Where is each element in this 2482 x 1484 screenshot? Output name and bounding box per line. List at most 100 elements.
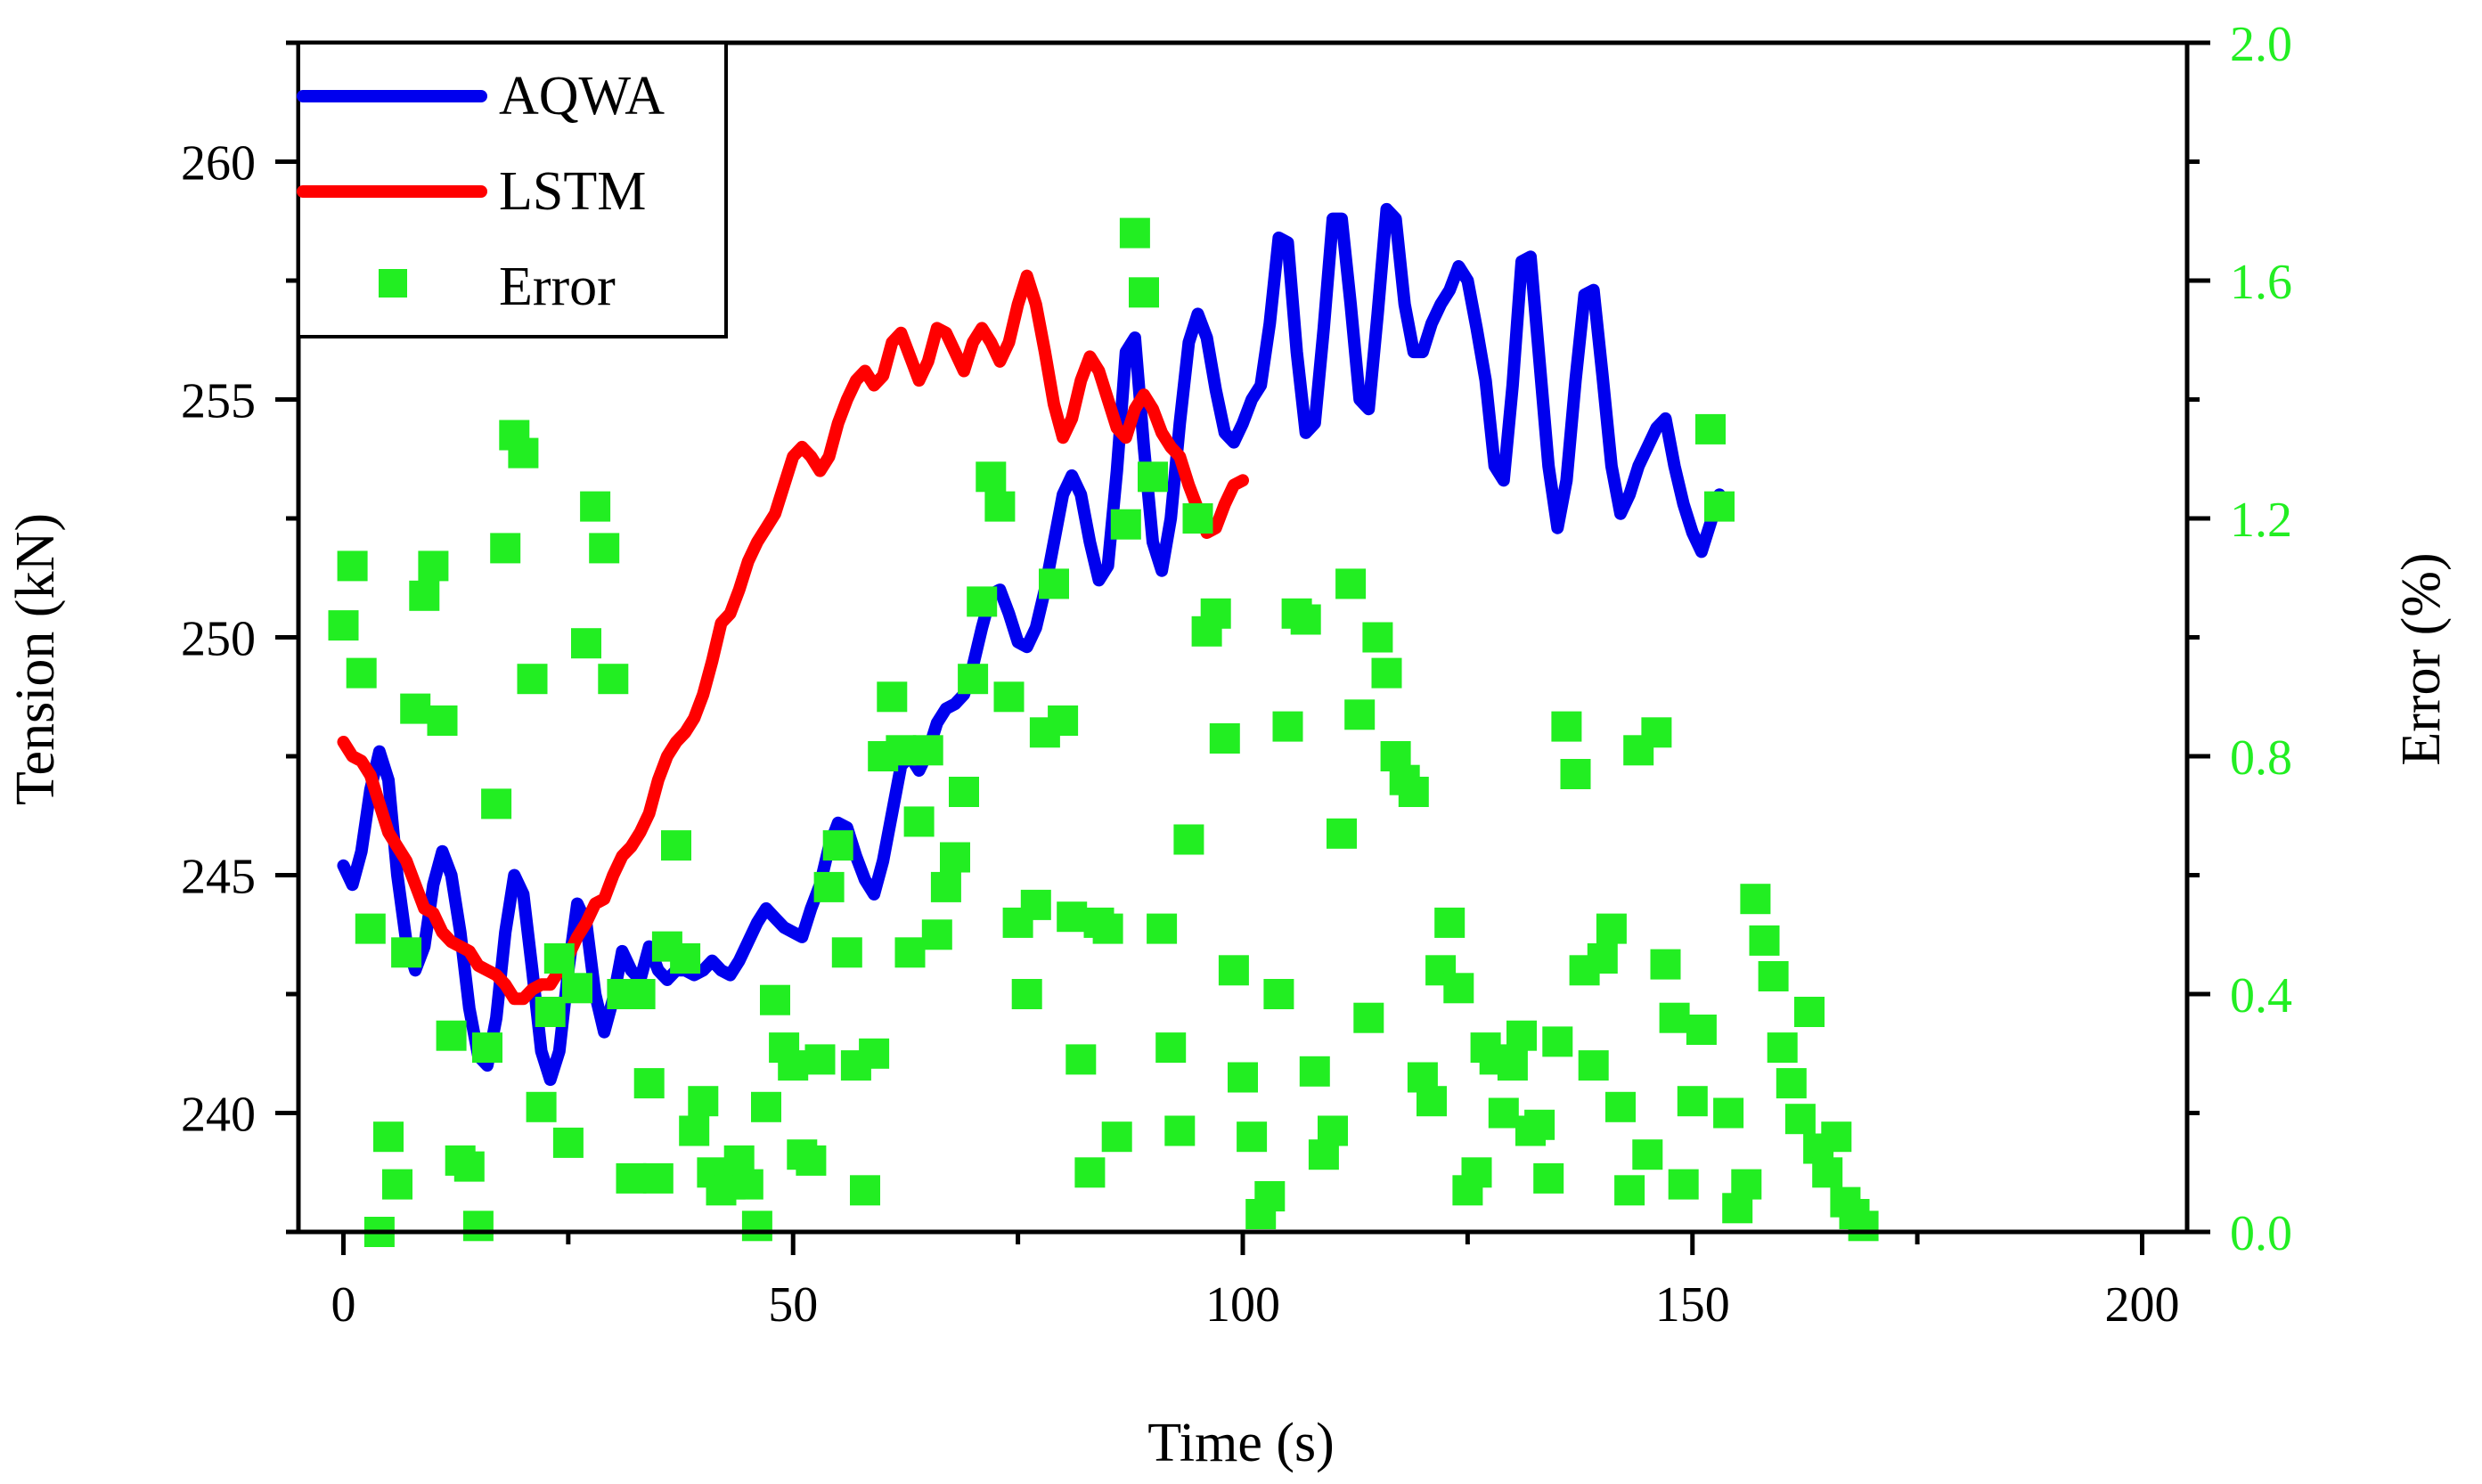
error-point: [670, 943, 701, 974]
error-point: [1290, 604, 1321, 635]
error-point: [850, 1175, 880, 1206]
series-layer: [328, 202, 1879, 1247]
error-point: [1327, 818, 1357, 849]
legend-error-label: Error: [499, 257, 616, 317]
error-point: [1048, 705, 1079, 736]
error-point: [1488, 1097, 1519, 1129]
error-point: [1228, 1062, 1258, 1093]
error-point: [1344, 699, 1376, 730]
error-point: [1560, 759, 1591, 789]
error-point: [1173, 824, 1204, 855]
error-point: [1659, 1002, 1690, 1033]
legend-aqwa-label: AQWA: [499, 66, 665, 126]
error-point: [373, 1121, 404, 1153]
error-point: [1335, 568, 1367, 599]
error-point: [598, 664, 629, 695]
error-point: [1443, 973, 1474, 1004]
error-point: [517, 664, 548, 695]
error-point: [391, 937, 422, 968]
error-point: [472, 1032, 502, 1064]
error-point: [732, 1169, 763, 1200]
error-point: [552, 1127, 584, 1158]
error-point: [571, 628, 601, 659]
y2-tick-label: 1.6: [2230, 255, 2292, 310]
labels-layer: Time (s) Tension (kN) Error (%): [5, 513, 2452, 1473]
x-axis-title: Time (s): [1147, 1413, 1335, 1473]
error-point: [958, 664, 989, 695]
error-point: [355, 913, 386, 944]
error-point: [903, 806, 935, 837]
error-point: [400, 693, 431, 724]
error-point: [679, 1115, 710, 1146]
error-point: [894, 937, 926, 968]
error-point: [1533, 1162, 1564, 1194]
error-point: [1821, 1121, 1852, 1153]
error-point: [1110, 509, 1141, 540]
error-point: [462, 1211, 494, 1242]
error-point: [1164, 1115, 1196, 1146]
y-tick-label: 260: [181, 136, 256, 192]
error-point: [580, 491, 611, 522]
error-point: [1497, 1050, 1528, 1081]
error-point: [859, 1038, 890, 1069]
error-point: [328, 610, 359, 641]
error-point: [436, 1020, 467, 1051]
x-tick-label: 200: [2105, 1277, 2180, 1333]
error-point: [1614, 1175, 1645, 1206]
error-point: [337, 550, 368, 582]
error-point: [1272, 711, 1303, 742]
error-point: [1129, 277, 1159, 308]
error-point: [1020, 889, 1051, 920]
legend-error-swatch: [379, 269, 407, 298]
error-point: [1138, 461, 1168, 493]
legend-lstm-label: LSTM: [499, 161, 646, 222]
error-point: [1506, 1020, 1537, 1051]
error-point: [1650, 949, 1681, 980]
y-tick-label: 240: [181, 1088, 256, 1143]
x-tick-label: 50: [768, 1277, 818, 1333]
error-point: [535, 997, 566, 1027]
error-point: [1263, 979, 1294, 1009]
error-point: [822, 830, 853, 861]
y-axis-title: Tension (kN): [5, 513, 66, 805]
error-point: [1101, 1121, 1132, 1153]
y2-tick-label: 1.2: [2230, 493, 2292, 548]
error-point: [543, 943, 575, 974]
error-point: [967, 586, 998, 617]
error-point: [930, 871, 961, 902]
error-point: [1065, 1044, 1097, 1075]
error-point: [778, 1050, 809, 1081]
legend: AQWA LSTM Error: [297, 41, 728, 338]
error-point: [1182, 503, 1213, 534]
error-point: [984, 491, 1016, 522]
error-point: [1461, 1157, 1492, 1188]
error-point: [1794, 997, 1825, 1027]
error-point: [949, 777, 979, 807]
x-tick-label: 0: [331, 1277, 355, 1333]
error-point: [481, 788, 512, 819]
error-point: [921, 919, 952, 950]
error-point: [1668, 1169, 1699, 1200]
error-point: [1434, 907, 1466, 938]
error-point: [1524, 1109, 1555, 1140]
error-point: [976, 461, 1007, 493]
error-point: [625, 979, 656, 1009]
error-point: [1318, 1115, 1348, 1146]
lstm-series-line: [337, 269, 1249, 1006]
y-tick-label: 255: [181, 374, 256, 429]
error-point: [633, 1068, 665, 1099]
error-point: [1011, 979, 1042, 1009]
y2-tick-label: 0.4: [2230, 968, 2292, 1023]
error-point: [1200, 598, 1231, 629]
error-point: [1119, 217, 1150, 249]
error-point: [1155, 1032, 1187, 1064]
error-point: [804, 1044, 836, 1075]
error-point: [1074, 1157, 1106, 1188]
error-point: [688, 1086, 719, 1117]
error-point: [589, 533, 620, 564]
error-point: [877, 681, 908, 713]
error-point: [616, 1162, 647, 1194]
error-point: [1353, 1002, 1384, 1033]
error-point: [1848, 1211, 1879, 1242]
